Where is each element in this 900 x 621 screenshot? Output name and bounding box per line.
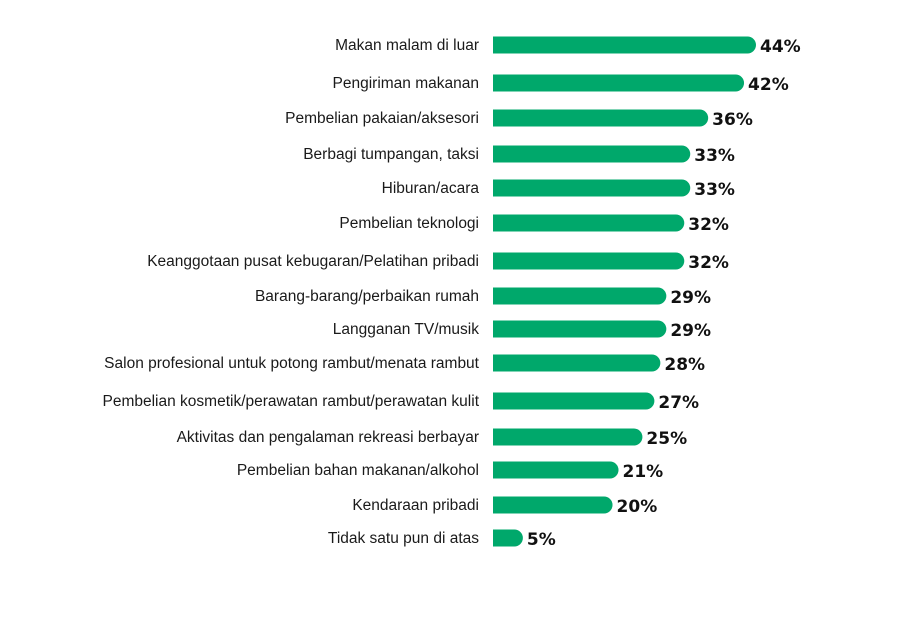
category-label: Pembelian bahan makanan/alkohol bbox=[237, 462, 479, 479]
bar-row: Pembelian pakaian/aksesori 36% bbox=[285, 109, 753, 130]
bar-row: Barang-barang/perbaikan rumah 29% bbox=[255, 287, 711, 308]
category-label: Pembelian teknologi bbox=[339, 215, 479, 232]
bar bbox=[493, 145, 691, 163]
value-label: 32% bbox=[688, 253, 729, 273]
bar-row: Salon profesional untuk potong rambut/me… bbox=[104, 354, 705, 375]
bar-row: Kendaraan pribadi 20% bbox=[352, 496, 658, 517]
value-label: 42% bbox=[748, 75, 789, 95]
category-label: Pengiriman makanan bbox=[333, 75, 479, 92]
bar bbox=[493, 392, 655, 410]
bar-row: Langganan TV/musik 29% bbox=[333, 320, 711, 341]
bar-row: Pembelian bahan makanan/alkohol 21% bbox=[237, 461, 664, 482]
bar bbox=[493, 529, 523, 547]
bar bbox=[493, 36, 756, 54]
bar bbox=[493, 109, 709, 127]
bar-row: Keanggotaan pusat kebugaran/Pelatihan pr… bbox=[147, 252, 729, 273]
category-label: Pembelian pakaian/aksesori bbox=[285, 110, 479, 127]
category-label: Pembelian kosmetik/perawatan rambut/pera… bbox=[103, 393, 480, 410]
category-label: Langganan TV/musik bbox=[333, 321, 479, 338]
value-label: 20% bbox=[617, 497, 658, 517]
category-label: Salon profesional untuk potong rambut/me… bbox=[104, 355, 480, 372]
bar-row: Tidak satu pun di atas 5% bbox=[328, 529, 556, 550]
bar-row: Pembelian teknologi 32% bbox=[339, 214, 729, 235]
value-label: 5% bbox=[527, 530, 556, 550]
bar-row: Makan malam di luar 44% bbox=[335, 36, 801, 57]
bar bbox=[493, 428, 643, 446]
category-label: Berbagi tumpangan, taksi bbox=[303, 146, 479, 163]
category-label: Hiburan/acara bbox=[382, 180, 480, 197]
value-label: 27% bbox=[658, 393, 699, 413]
bar bbox=[493, 287, 667, 305]
bar bbox=[493, 320, 667, 338]
bar-row: Pembelian kosmetik/perawatan rambut/pera… bbox=[103, 392, 699, 413]
bar bbox=[493, 74, 745, 92]
bar bbox=[493, 214, 685, 232]
bar-row: Aktivitas dan pengalaman rekreasi berbay… bbox=[177, 428, 687, 449]
category-label: Tidak satu pun di atas bbox=[328, 530, 479, 547]
bar bbox=[493, 461, 619, 479]
bar-row: Pengiriman makanan 42% bbox=[333, 74, 789, 95]
category-label: Aktivitas dan pengalaman rekreasi berbay… bbox=[177, 429, 479, 446]
category-label: Kendaraan pribadi bbox=[352, 497, 479, 514]
bar bbox=[493, 252, 685, 270]
bar-row: Hiburan/acara 33% bbox=[382, 179, 735, 200]
value-label: 29% bbox=[670, 288, 711, 308]
bar bbox=[493, 496, 613, 514]
bar bbox=[493, 179, 691, 197]
value-label: 33% bbox=[694, 180, 735, 200]
value-label: 28% bbox=[664, 355, 705, 375]
value-label: 29% bbox=[670, 321, 711, 341]
category-label: Barang-barang/perbaikan rumah bbox=[255, 288, 479, 305]
value-label: 36% bbox=[712, 110, 753, 130]
value-label: 25% bbox=[646, 429, 687, 449]
bar bbox=[493, 354, 661, 372]
value-label: 21% bbox=[623, 462, 664, 482]
category-label: Keanggotaan pusat kebugaran/Pelatihan pr… bbox=[147, 253, 479, 270]
bar-row: Berbagi tumpangan, taksi 33% bbox=[303, 145, 735, 166]
category-label: Makan malam di luar bbox=[335, 37, 479, 54]
value-label: 33% bbox=[694, 146, 735, 166]
value-label: 32% bbox=[688, 215, 729, 235]
value-label: 44% bbox=[760, 37, 801, 57]
